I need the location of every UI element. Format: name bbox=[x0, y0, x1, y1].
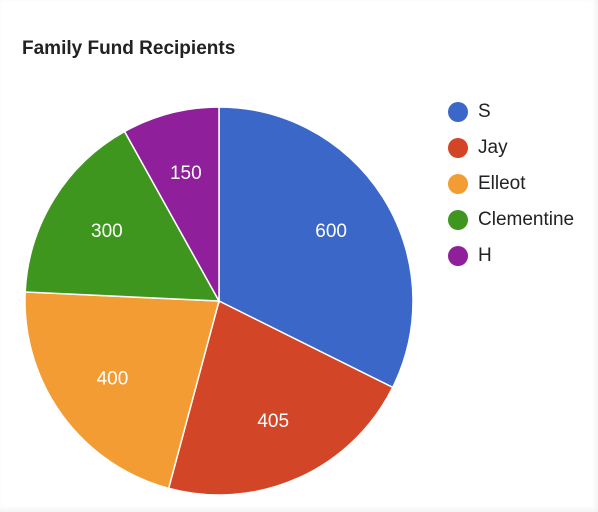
legend-label-h: H bbox=[478, 245, 492, 266]
pie-slice-h[interactable] bbox=[123, 106, 220, 304]
pie-slice-jay[interactable] bbox=[167, 299, 394, 496]
legend-label-jay: Jay bbox=[478, 137, 508, 158]
pie-slice-clementine[interactable] bbox=[24, 130, 221, 302]
data-label-clementine: 300 bbox=[91, 221, 123, 242]
data-label-jay: 405 bbox=[257, 411, 289, 432]
legend-swatch-h bbox=[448, 246, 468, 266]
legend-swatch-s bbox=[448, 102, 468, 122]
pie-slice-elleot[interactable] bbox=[24, 291, 220, 490]
data-label-elleot: 400 bbox=[97, 368, 129, 389]
legend-swatch-jay bbox=[448, 138, 468, 158]
legend-item-s[interactable]: S bbox=[448, 94, 574, 130]
legend-item-jay[interactable]: Jay bbox=[448, 130, 574, 166]
data-label-h: 150 bbox=[170, 163, 202, 184]
legend-label-elleot: Elleot bbox=[478, 173, 526, 194]
legend: S Jay Elleot Clementine H bbox=[448, 94, 574, 274]
pie-slice-s[interactable] bbox=[218, 106, 414, 389]
legend-item-h[interactable]: H bbox=[448, 238, 574, 274]
legend-label-clementine: Clementine bbox=[478, 209, 575, 230]
legend-item-elleot[interactable]: Elleot bbox=[448, 166, 574, 202]
legend-item-clementine[interactable]: Clementine bbox=[448, 202, 574, 238]
chart-title: Family Fund Recipients bbox=[22, 38, 236, 59]
legend-label-s: S bbox=[478, 101, 491, 122]
data-label-s: 600 bbox=[315, 221, 347, 242]
legend-swatch-elleot bbox=[448, 174, 468, 194]
legend-swatch-clementine bbox=[448, 210, 468, 230]
